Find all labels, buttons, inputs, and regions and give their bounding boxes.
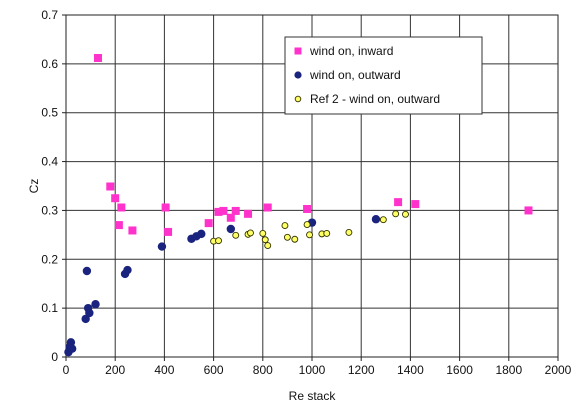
data-point	[261, 236, 269, 244]
y-axis-label: Cz	[27, 179, 41, 194]
data-point	[226, 213, 235, 222]
data-point	[402, 210, 409, 218]
data-point	[123, 265, 132, 275]
data-point	[392, 210, 400, 218]
data-point	[226, 224, 236, 234]
y-tick-label: 0.7	[41, 8, 58, 22]
data-point	[114, 221, 123, 230]
data-point	[106, 182, 115, 191]
series-2	[210, 210, 409, 250]
x-tick-label: 1200	[348, 363, 375, 377]
legend-label: wind on, inward	[309, 44, 393, 58]
data-point	[215, 237, 222, 245]
x-tick-label: 1400	[397, 363, 424, 377]
data-point	[157, 242, 167, 251]
data-point	[117, 203, 126, 212]
legend-item: wind on, inward	[294, 44, 393, 58]
x-axis-label: Re stack	[289, 389, 337, 403]
data-point	[219, 206, 228, 215]
series-1	[64, 215, 381, 357]
data-point	[161, 203, 170, 212]
data-point	[371, 215, 381, 224]
data-point	[263, 203, 272, 212]
data-point	[91, 300, 100, 309]
legend-marker	[294, 71, 302, 79]
data-point	[244, 209, 253, 218]
data-point	[128, 226, 137, 235]
legend-label: wind on, outward	[309, 68, 401, 82]
x-tick-label: 600	[204, 363, 224, 377]
data-point	[82, 266, 92, 276]
y-tick-label: 0.4	[41, 155, 58, 169]
x-tick-label: 400	[154, 363, 174, 377]
legend-item: wind on, outward	[294, 68, 401, 82]
data-point	[111, 194, 120, 203]
data-point	[164, 227, 173, 236]
data-point	[379, 216, 387, 224]
data-point	[214, 207, 223, 216]
x-tick-label: 800	[253, 363, 273, 377]
series-0	[93, 53, 533, 236]
data-point	[93, 53, 102, 62]
legend-items: wind on, inward wind on, outward Ref 2 - w…	[294, 44, 440, 106]
data-point	[264, 242, 272, 250]
y-tick-label: 0.3	[41, 203, 58, 217]
x-tick-label: 0	[63, 363, 70, 377]
data-point	[345, 228, 353, 236]
data-point	[204, 219, 213, 228]
data-point	[524, 206, 533, 215]
x-tick-label: 1800	[495, 363, 522, 377]
data-point	[411, 200, 420, 209]
legend-marker	[294, 47, 302, 55]
data-point	[283, 233, 291, 241]
data-point	[67, 344, 77, 353]
data-point	[306, 231, 313, 239]
data-point	[231, 206, 240, 215]
legend-box	[284, 36, 483, 115]
y-tick-label: 0.5	[41, 106, 58, 120]
x-tick-label: 1600	[446, 363, 473, 377]
points-layer	[64, 53, 533, 357]
legend-item: Ref 2 - wind on, outward	[294, 92, 440, 106]
legend-marker	[294, 95, 302, 103]
y-tick-label: 0.2	[41, 252, 58, 266]
y-tick-label: 0	[51, 350, 58, 364]
data-point	[323, 229, 331, 237]
data-point	[232, 231, 240, 239]
y-tick-label: 0.6	[41, 57, 58, 71]
x-tick-label: 1000	[299, 363, 326, 377]
y-tick-label: 0.1	[41, 301, 58, 315]
data-point	[291, 235, 299, 243]
data-point	[66, 338, 76, 347]
data-point	[303, 221, 311, 229]
data-point	[85, 308, 94, 318]
data-point	[197, 229, 206, 239]
x-tick-label: 200	[105, 363, 125, 377]
legend-label: Ref 2 - wind on, outward	[310, 92, 440, 106]
tick-layer: 0 200 400 600 800 1000 1200 1400 1600 1800 2000 0 0.…	[41, 8, 571, 377]
data-point	[259, 229, 267, 237]
x-tick-label: 2000	[545, 363, 572, 377]
legend: wind on, inward wind on, outward Ref 2 - w…	[284, 36, 483, 115]
data-point	[281, 222, 289, 230]
data-point	[303, 204, 312, 213]
data-point	[247, 229, 254, 237]
data-point	[394, 198, 403, 207]
